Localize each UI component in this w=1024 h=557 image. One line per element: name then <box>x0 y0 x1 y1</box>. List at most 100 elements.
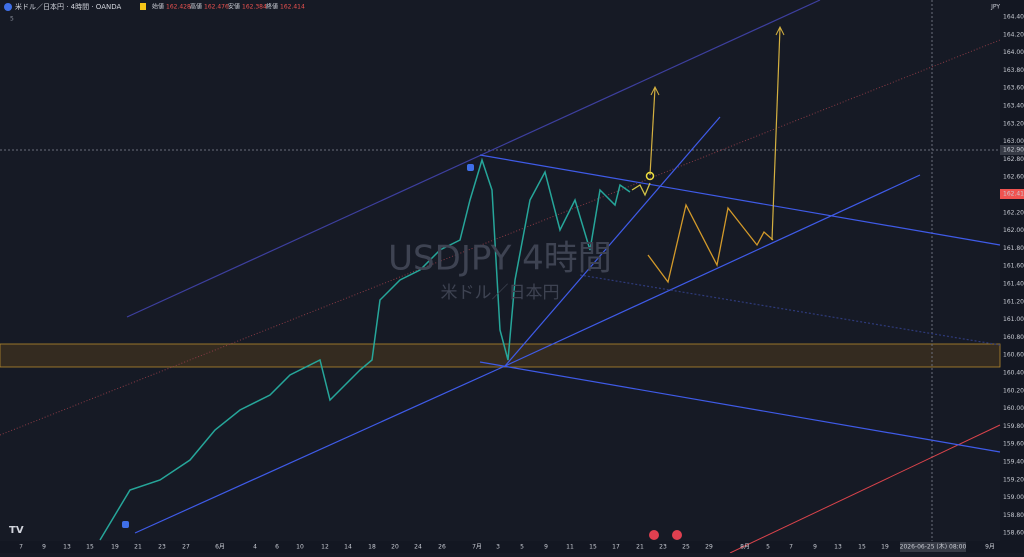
time-label: 23 <box>659 544 667 551</box>
time-label: 11 <box>566 544 574 551</box>
price-axis-bg <box>1000 0 1024 553</box>
trend-lower <box>479 361 1001 453</box>
ohlc-label: 始値 <box>152 3 164 11</box>
crosshair-time-bg <box>900 542 966 552</box>
price-label: 164.400 <box>1003 14 1024 21</box>
trend-steep <box>504 116 721 367</box>
news-icon[interactable] <box>672 530 682 540</box>
time-axis-bg <box>0 541 1000 553</box>
time-label: 10 <box>296 544 304 551</box>
crosshair-price: 162.903 <box>1003 147 1024 154</box>
arrowhead-2 <box>775 25 785 36</box>
last-price: 162.414 <box>1003 191 1024 198</box>
ohlc-value: 162.428 <box>166 4 191 11</box>
crosshair-time: 2026-06-25 (木) 08:00 <box>900 543 967 551</box>
ohlc-value: 162.476 <box>204 4 229 11</box>
time-label: 8月 <box>740 544 750 551</box>
crosshair-price-bg <box>1000 145 1024 155</box>
arrow-up-1 <box>649 87 656 176</box>
time-label: 21 <box>134 544 142 551</box>
time-label: 3 <box>496 544 500 551</box>
time-label: 12 <box>321 544 329 551</box>
price-label: 163.800 <box>1003 67 1024 74</box>
last-price-bg <box>1000 189 1024 199</box>
price-label: 159.200 <box>1003 476 1024 483</box>
time-label: 13 <box>63 544 71 551</box>
price-label: 161.800 <box>1003 245 1024 252</box>
badge <box>140 3 146 10</box>
trend-down <box>479 154 1001 246</box>
arrow-up-2 <box>771 27 781 241</box>
support-zone <box>0 343 1001 368</box>
price-label: 164.200 <box>1003 31 1024 38</box>
event-icon[interactable] <box>467 164 474 171</box>
time-label: 25 <box>682 544 690 551</box>
time-label: 9月 <box>985 544 995 551</box>
time-label: 9 <box>813 544 817 551</box>
interval-hint: 5 <box>10 16 14 23</box>
price-label: 162.600 <box>1003 174 1024 181</box>
forecast-small <box>631 182 651 197</box>
time-label: 9 <box>544 544 548 551</box>
event-icon[interactable] <box>122 521 129 528</box>
price-label: 159.600 <box>1003 441 1024 448</box>
price-label: 163.600 <box>1003 85 1024 92</box>
price-label: 160.400 <box>1003 370 1024 377</box>
dashed-channel <box>579 274 1001 346</box>
time-label: 7月 <box>472 544 482 551</box>
price-label: 162.000 <box>1003 227 1024 234</box>
ohlc-value: 162.384 <box>242 4 267 11</box>
time-label: 26 <box>438 544 446 551</box>
time-label: 15 <box>86 544 94 551</box>
time-label: 21 <box>636 544 644 551</box>
price-label: 161.200 <box>1003 298 1024 305</box>
channel-upper <box>126 0 821 318</box>
price-label: 159.800 <box>1003 423 1024 430</box>
price-label: 160.600 <box>1003 352 1024 359</box>
time-label: 5 <box>520 544 524 551</box>
time-label: 19 <box>111 544 119 551</box>
logo: TV <box>9 525 24 536</box>
drawings <box>0 0 1001 554</box>
price-label: 162.800 <box>1003 156 1024 163</box>
symbol-icon <box>4 3 12 11</box>
price-action <box>99 157 631 541</box>
ohlc-value: 162.414 <box>280 4 305 11</box>
price-label: 158.800 <box>1003 512 1024 519</box>
news-icon[interactable] <box>649 530 659 540</box>
watermark-title: USDJPY 4時間 <box>388 239 612 279</box>
ohlc-label: 終値 <box>266 3 278 11</box>
time-label: 18 <box>368 544 376 551</box>
time-label: 15 <box>589 544 597 551</box>
time-label: 14 <box>344 544 352 551</box>
price-label: 158.600 <box>1003 530 1024 537</box>
price-label: 163.200 <box>1003 120 1024 127</box>
time-label: 27 <box>182 544 190 551</box>
time-label: 5 <box>766 544 770 551</box>
time-label: 7 <box>19 544 23 551</box>
time-label: 9 <box>42 544 46 551</box>
price-label: 159.000 <box>1003 494 1024 501</box>
ohlc-label: 高値 <box>190 3 202 11</box>
currency[interactable]: JPY <box>990 4 1000 11</box>
price-label: 161.400 <box>1003 281 1024 288</box>
time-label: 7 <box>789 544 793 551</box>
price-label: 160.200 <box>1003 387 1024 394</box>
time-label: 4 <box>253 544 257 551</box>
red-line <box>729 424 1001 554</box>
time-label: 6月 <box>215 544 225 551</box>
price-label: 164.000 <box>1003 49 1024 56</box>
symbol: 米ドル／日本円 · 4時間 · OANDA <box>15 2 121 11</box>
price-label: 163.000 <box>1003 138 1024 145</box>
watermark-subtitle: 米ドル／日本円 <box>441 283 560 303</box>
time-label: 6 <box>275 544 279 551</box>
time-label: 29 <box>705 544 713 551</box>
price-label: 159.400 <box>1003 459 1024 466</box>
price-label: 160.800 <box>1003 334 1024 341</box>
time-label: 13 <box>834 544 842 551</box>
price-label: 162.200 <box>1003 209 1024 216</box>
price-label: 161.000 <box>1003 316 1024 323</box>
marker-circle <box>645 171 655 181</box>
